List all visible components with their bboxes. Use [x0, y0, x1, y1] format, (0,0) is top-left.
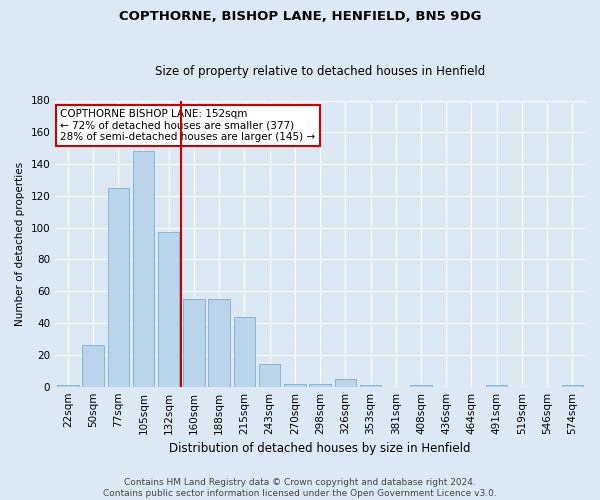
- Bar: [562, 385, 583, 386]
- Bar: [57, 385, 79, 386]
- Bar: [183, 299, 205, 386]
- Bar: [486, 385, 508, 386]
- Y-axis label: Number of detached properties: Number of detached properties: [15, 162, 25, 326]
- Text: COPTHORNE, BISHOP LANE, HENFIELD, BN5 9DG: COPTHORNE, BISHOP LANE, HENFIELD, BN5 9D…: [119, 10, 481, 23]
- Text: Contains HM Land Registry data © Crown copyright and database right 2024.
Contai: Contains HM Land Registry data © Crown c…: [103, 478, 497, 498]
- Bar: [233, 316, 255, 386]
- Bar: [133, 152, 154, 386]
- Bar: [158, 232, 179, 386]
- Title: Size of property relative to detached houses in Henfield: Size of property relative to detached ho…: [155, 66, 485, 78]
- Bar: [335, 378, 356, 386]
- Bar: [410, 385, 432, 386]
- X-axis label: Distribution of detached houses by size in Henfield: Distribution of detached houses by size …: [169, 442, 471, 455]
- Bar: [259, 364, 280, 386]
- Bar: [82, 346, 104, 387]
- Text: COPTHORNE BISHOP LANE: 152sqm
← 72% of detached houses are smaller (377)
28% of : COPTHORNE BISHOP LANE: 152sqm ← 72% of d…: [61, 109, 316, 142]
- Bar: [107, 188, 129, 386]
- Bar: [284, 384, 305, 386]
- Bar: [208, 299, 230, 386]
- Bar: [310, 384, 331, 386]
- Bar: [360, 385, 381, 386]
